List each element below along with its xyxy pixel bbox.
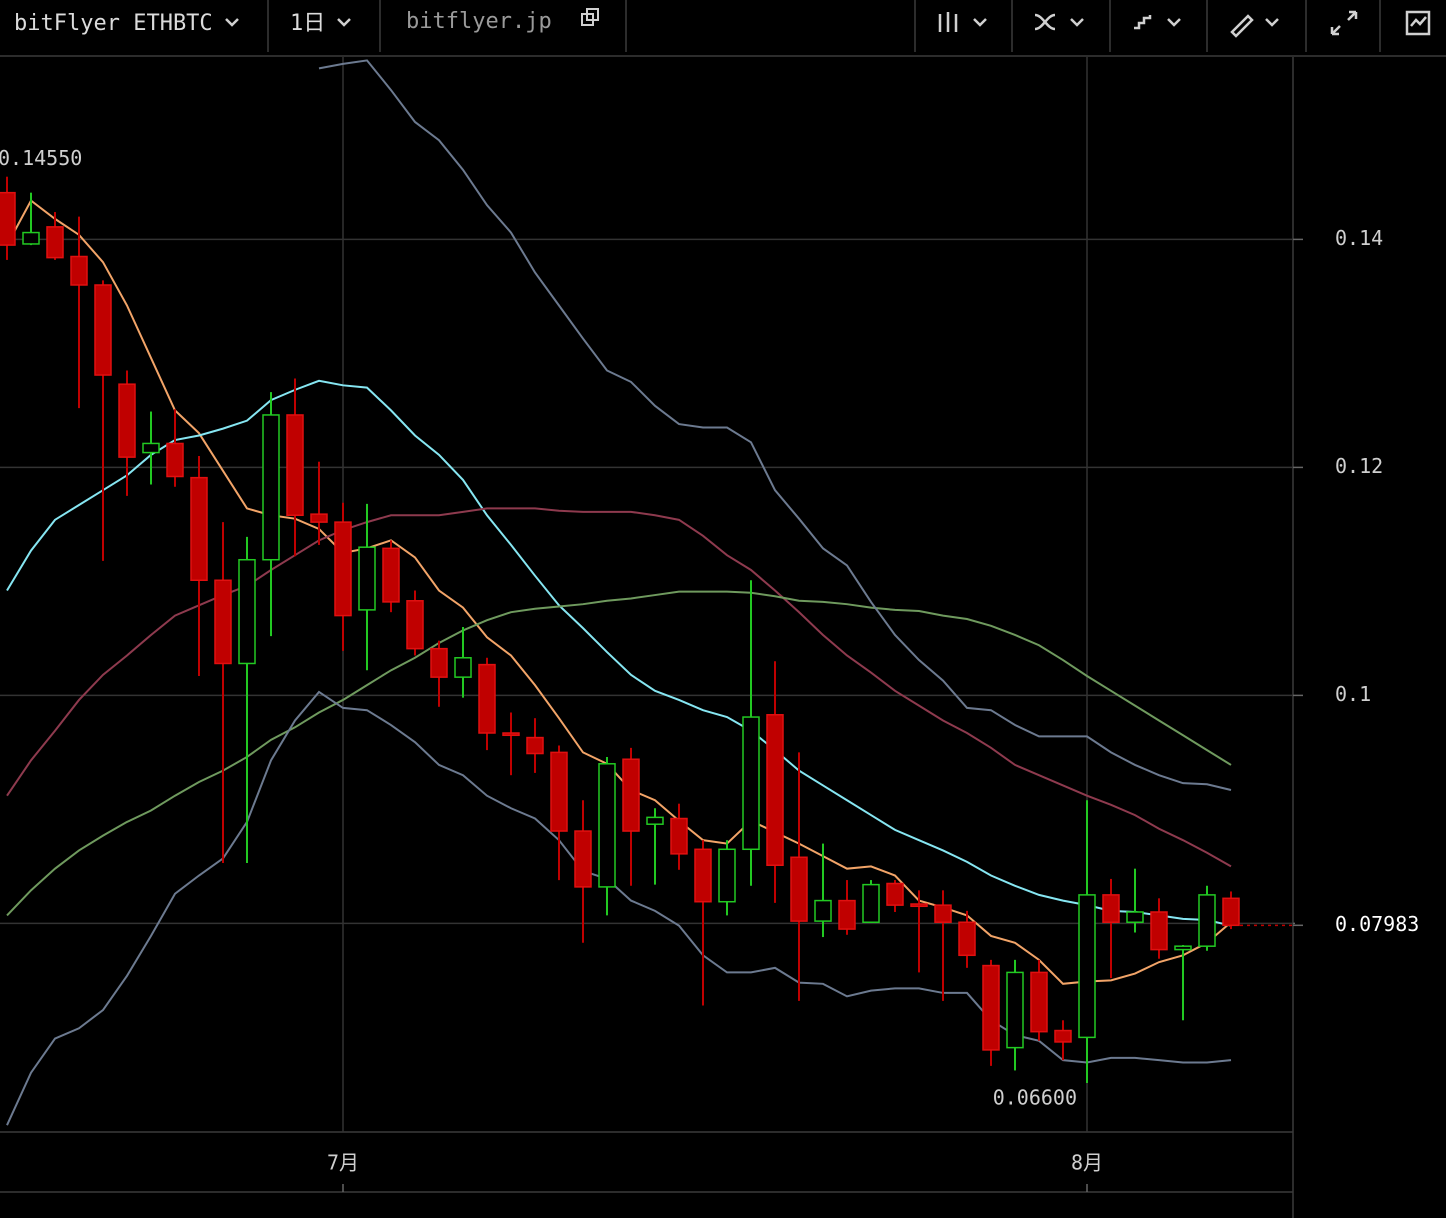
candles-icon[interactable] [938,12,987,32]
step-icon[interactable] [1134,15,1181,30]
candle-body [742,716,760,851]
candle-body [94,284,112,376]
candle-body [694,848,712,903]
candle-body [862,883,880,923]
candle-body [1174,945,1192,951]
indicator-line [6,507,1232,868]
indicator-line [6,590,1232,917]
candle-body [958,921,976,957]
candle-body [382,547,400,603]
candle-body [142,442,160,454]
dropdown-icon[interactable] [225,18,239,27]
candle-body [70,255,88,286]
external-icon [586,8,599,21]
candle-body [22,231,40,245]
candle-body [550,751,568,832]
candle-body [286,414,304,517]
candle-body [766,714,784,866]
candle-body [910,903,928,908]
draw-icon[interactable] [1230,14,1279,38]
candle-body [1150,911,1168,951]
candle-body [1030,971,1048,1033]
candle-body [1078,894,1096,1039]
candle-body [262,414,280,561]
plot: 0.14550 0.06600 [0,59,1293,1126]
candle-body [358,546,376,611]
candle-body [934,904,952,923]
extreme-label: 0.06600 [993,1085,1077,1109]
candle-body [598,763,616,888]
candle-body [166,442,184,478]
candle-body [982,964,1000,1051]
candle-body [574,830,592,888]
dropdown-icon[interactable] [337,18,351,27]
candle-body [478,663,496,734]
candle-body [454,657,472,678]
candle-body [46,226,64,259]
candle-body [718,848,736,903]
screenshot-icon[interactable] [1405,10,1431,36]
extreme-label: 0.14550 [0,146,82,170]
price-label-bg [1295,909,1445,942]
x-tick-label: 7月 [327,1151,359,1175]
candle-body [646,816,664,825]
candle-body [406,600,424,650]
candle-body [1126,911,1144,923]
symbol[interactable]: bitFlyer ETHBTC [14,11,213,36]
candle-body [430,647,448,678]
candle-body [118,383,136,458]
y-tick-label: 0.12 [1335,454,1383,478]
source-link[interactable]: bitflyer.jp [406,9,552,34]
indicator-line [6,199,1232,985]
candle-body [1102,894,1120,923]
candle-body [886,882,904,906]
candle-body [190,476,208,582]
toolbar: bitFlyer ETHBTC 1日 bitflyer.jp [0,0,1446,57]
candle-body [1222,897,1240,927]
candle-body [1054,1029,1072,1043]
candle-body [238,558,256,665]
candle-body [838,899,856,930]
candle-body [334,521,352,617]
indicator-line [6,690,1232,1126]
indicator-icon[interactable] [1034,13,1084,31]
candle-body [1006,971,1024,1049]
interval[interactable]: 1日 [290,11,325,36]
candle-body [0,191,16,246]
candle-body [526,736,544,755]
candle-body [790,856,808,922]
x-tick-label: 8月 [1071,1151,1103,1175]
candle-body [814,899,832,922]
candle-body [670,817,688,855]
y-tick-label: 0.14 [1335,226,1383,250]
price-label: 0.07983 [1335,912,1419,936]
candle-body [310,513,328,523]
y-tick-label: 0.1 [1335,682,1371,706]
indicator-line [6,379,1232,927]
candle-body [502,732,520,737]
indicator-line [318,59,1232,791]
candle-body [1198,894,1216,947]
fullscreen-icon[interactable] [1330,10,1358,36]
candle-body [214,579,232,665]
candle-body [622,758,640,832]
